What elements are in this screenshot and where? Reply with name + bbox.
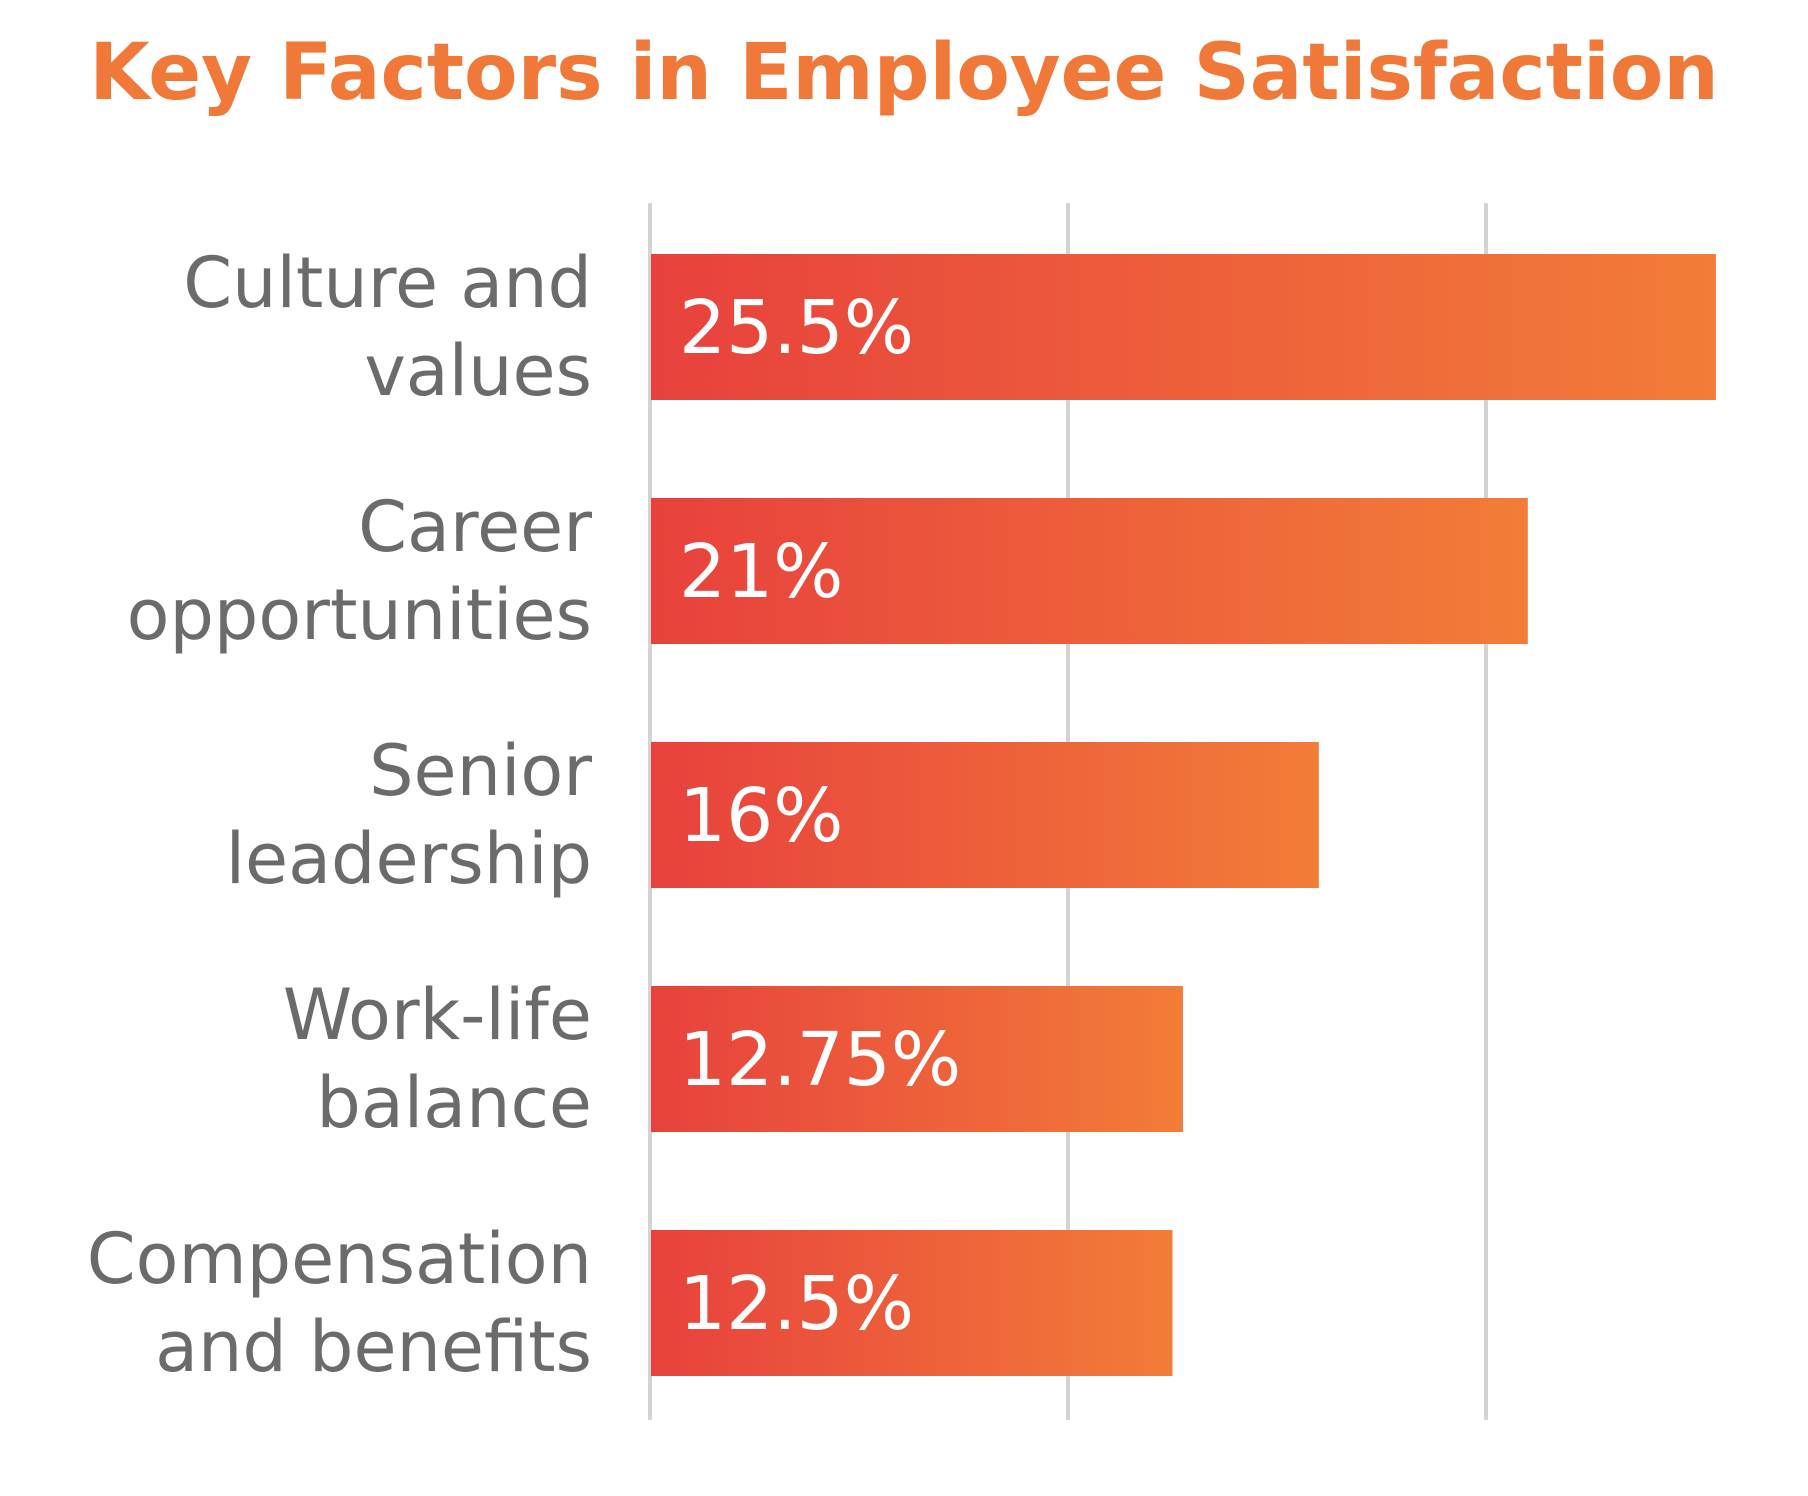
value-label-2: 16%	[679, 773, 843, 859]
bar-1	[651, 498, 1528, 644]
chart-title: Key Factors in Employee Satisfaction	[89, 28, 1719, 118]
value-label-1: 21%	[679, 529, 843, 615]
value-label-0: 25.5%	[679, 285, 914, 371]
bar-4	[651, 1230, 1173, 1376]
category-label-4-line-1: and benefits	[155, 1306, 592, 1388]
value-label-4: 12.5%	[679, 1261, 914, 1347]
bar-3	[651, 986, 1183, 1132]
category-label-2-line-0: Senior	[369, 730, 592, 812]
category-label-3-line-0: Work-life	[283, 974, 592, 1056]
category-label-2-line-1: leadership	[226, 818, 592, 900]
category-label-3-line-1: balance	[316, 1062, 592, 1144]
bar-2	[651, 742, 1319, 888]
bars: 25.5% 21% 16% 12.75% 12.5%	[651, 254, 1716, 1376]
category-label-0-line-1: values	[364, 330, 592, 412]
value-label-3: 12.75%	[679, 1017, 961, 1103]
category-label-1-line-1: opportunities	[127, 574, 592, 656]
category-label-0-line-0: Culture and	[183, 242, 592, 324]
category-label-4-line-0: Compensation	[87, 1218, 592, 1300]
category-label-1-line-0: Career	[358, 486, 592, 568]
bar-0	[651, 254, 1716, 400]
